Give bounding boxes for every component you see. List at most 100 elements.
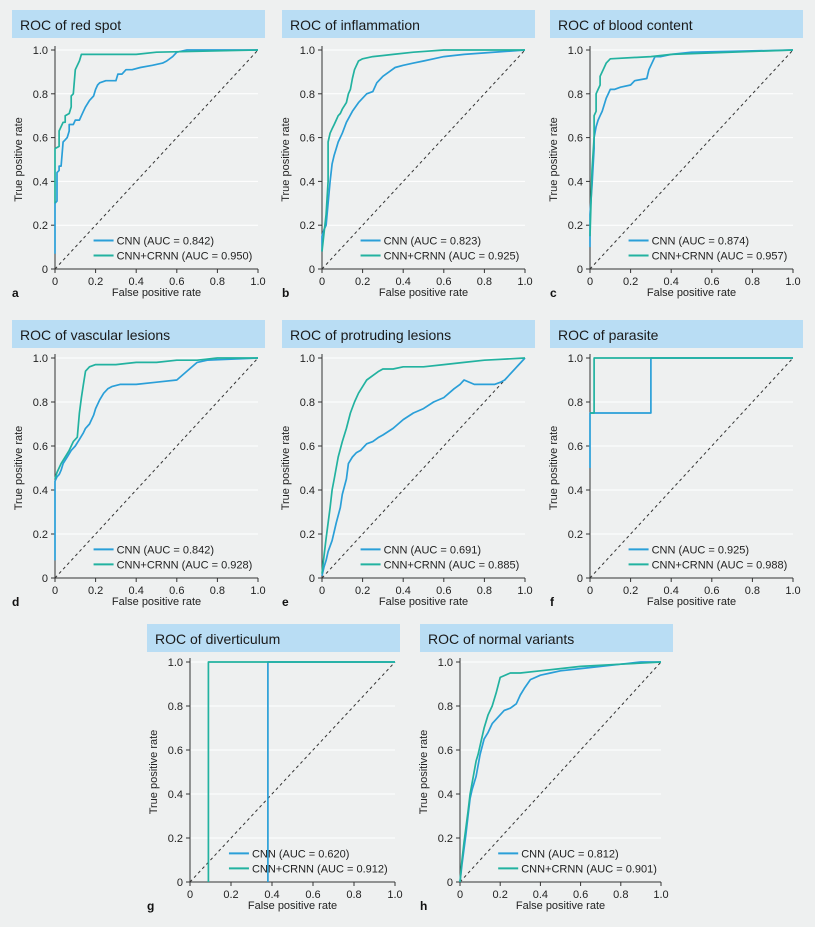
chart-a-y-tick-label: 0.8 xyxy=(33,89,48,101)
chart-f-x-tick-label: 1.0 xyxy=(785,585,800,597)
chart-f-x-tick-label: 0.2 xyxy=(623,585,638,597)
chart-f-x-tick-label: 0.4 xyxy=(664,585,679,597)
chart-f-x-tick-label: 0.8 xyxy=(745,585,760,597)
chart-g-x-tick-label: 0.8 xyxy=(346,889,361,901)
chart-g-x-tick-label: 0 xyxy=(187,889,193,901)
chart-a-cnn-curve xyxy=(54,49,258,254)
chart-f-title: ROC of parasite xyxy=(558,327,659,343)
chart-h-title: ROC of normal variants xyxy=(428,631,574,647)
chart-e-x-tick-label: 0.4 xyxy=(396,585,411,597)
chart-a-y-tick-label: 0.2 xyxy=(33,220,48,232)
chart-b-y-tick-label: 0.2 xyxy=(300,220,315,232)
chart-a-y-tick-label: 0.4 xyxy=(33,176,48,188)
chart-c-y-tick-label: 0.6 xyxy=(568,133,583,145)
chart-c-y-tick-label: 0.2 xyxy=(568,220,583,232)
chart-b-panel-letter: b xyxy=(282,286,289,300)
chart-c-x-tick-label: 0.4 xyxy=(664,276,679,288)
chart-a-x-tick-label: 0.8 xyxy=(210,276,225,288)
chart-e-panel-letter: e xyxy=(282,595,289,609)
chart-h-x-tick-label: 0 xyxy=(457,889,463,901)
chart-c-x-tick-label: 0.8 xyxy=(745,276,760,288)
chart-b-x-tick-label: 0.8 xyxy=(477,276,492,288)
chart-g-crnn-curve xyxy=(207,661,395,882)
chart-e-legend-label-crnn: CNN+CRNN (AUC = 0.885) xyxy=(384,559,520,571)
chart-g-y-tick-label: 1.0 xyxy=(168,657,183,669)
chart-h-title-band xyxy=(420,624,673,652)
chart-c-x-tick-label: 0.2 xyxy=(623,276,638,288)
chart-d-crnn-curve xyxy=(54,357,258,480)
chart-e-y-tick-label: 0.6 xyxy=(300,441,315,453)
chart-f-cnn-curve xyxy=(589,357,793,468)
chart-f-x-tick-label: 0.6 xyxy=(704,585,719,597)
chart-g-chance-diagonal xyxy=(189,661,396,883)
chart-e-y-tick-label: 0.4 xyxy=(300,485,315,497)
chart-a-x-tick-label: 1.0 xyxy=(250,276,265,288)
chart-a-title-band xyxy=(12,10,265,38)
chart-f-y-tick-label: 0.4 xyxy=(568,485,583,497)
chart-f-title-band xyxy=(550,320,803,348)
chart-e-y-tick-label: 0.2 xyxy=(300,529,315,541)
chart-c-x-axis-label: False positive rate xyxy=(647,287,736,299)
chart-h-x-axis-label: False positive rate xyxy=(516,900,605,912)
chart-h-crnn-curve xyxy=(459,661,662,883)
chart-d-x-tick-label: 0.2 xyxy=(88,585,103,597)
chart-d-x-axis-label: False positive rate xyxy=(112,596,201,608)
chart-c-y-tick-label: 0.4 xyxy=(568,176,583,188)
chart-c-y-axis-label: True positive rate xyxy=(548,117,560,202)
chart-b-x-tick-label: 0 xyxy=(319,276,325,288)
chart-a-y-axis-label: True positive rate xyxy=(13,117,25,202)
chart-a-x-tick-label: 0.4 xyxy=(129,276,144,288)
chart-a-legend-label-cnn: CNN (AUC = 0.842) xyxy=(117,236,215,248)
chart-b-x-tick-label: 0.4 xyxy=(396,276,411,288)
chart-f-y-axis-label: True positive rate xyxy=(548,426,560,511)
chart-g-title: ROC of diverticulum xyxy=(155,631,280,647)
chart-f-x-tick-label: 0 xyxy=(587,585,593,597)
chart-e-x-tick-label: 1.0 xyxy=(517,585,532,597)
chart-c-y-tick-label: 0.8 xyxy=(568,89,583,101)
chart-d-x-tick-label: 0 xyxy=(52,585,58,597)
chart-f-y-tick-label: 0.6 xyxy=(568,441,583,453)
chart-b-title-band xyxy=(282,10,535,38)
chart-c-crnn-curve xyxy=(589,49,794,237)
chart-b-y-tick-label: 1.0 xyxy=(300,45,315,57)
chart-b-title: ROC of inflammation xyxy=(290,17,420,33)
chart-b-y-tick-label: 0.6 xyxy=(300,133,315,145)
chart-h-y-tick-label: 0 xyxy=(447,877,453,889)
chart-g-y-tick-label: 0.4 xyxy=(168,789,183,801)
chart-h-x-tick-label: 1.0 xyxy=(653,889,668,901)
chart-f-panel-letter: f xyxy=(550,595,555,609)
chart-d-cnn-curve xyxy=(54,357,259,561)
chart-b-legend-label-cnn: CNN (AUC = 0.823) xyxy=(384,236,482,248)
chart-g-y-tick-label: 0.8 xyxy=(168,701,183,713)
chart-d-y-tick-label: 0.2 xyxy=(33,529,48,541)
chart-g-panel-letter: g xyxy=(147,899,154,913)
chart-h-y-tick-label: 0.8 xyxy=(438,701,453,713)
chart-h-x-tick-label: 0.6 xyxy=(573,889,588,901)
chart-h-y-tick-label: 0.6 xyxy=(438,745,453,757)
chart-b-x-tick-label: 1.0 xyxy=(517,276,532,288)
chart-a-x-tick-label: 0.6 xyxy=(169,276,184,288)
chart-d-y-tick-label: 0.6 xyxy=(33,441,48,453)
chart-f-chance-diagonal xyxy=(589,357,794,579)
chart-b-y-tick-label: 0.8 xyxy=(300,89,315,101)
chart-h-legend-label-cnn: CNN (AUC = 0.812) xyxy=(521,848,619,860)
chart-e-chance-diagonal xyxy=(321,357,526,579)
chart-g-legend-label-cnn: CNN (AUC = 0.620) xyxy=(252,848,350,860)
chart-f-y-tick-label: 0.2 xyxy=(568,529,583,541)
chart-b-crnn-curve xyxy=(321,49,525,252)
chart-c-chance-diagonal xyxy=(589,49,794,270)
chart-a-y-tick-label: 0 xyxy=(42,264,48,276)
chart-a-y-tick-label: 0.6 xyxy=(33,133,48,145)
chart-c-legend-label-crnn: CNN+CRNN (AUC = 0.957) xyxy=(652,251,788,263)
chart-h-x-tick-label: 0.4 xyxy=(533,889,548,901)
chart-f-y-tick-label: 1.0 xyxy=(568,353,583,365)
chart-h-x-tick-label: 0.2 xyxy=(493,889,508,901)
chart-a-x-axis-label: False positive rate xyxy=(112,287,201,299)
chart-d-chance-diagonal xyxy=(54,357,259,579)
chart-d-x-tick-label: 1.0 xyxy=(250,585,265,597)
chart-d-y-tick-label: 0.4 xyxy=(33,485,48,497)
chart-e-title: ROC of protruding lesions xyxy=(290,327,451,343)
chart-d-title-band xyxy=(12,320,265,348)
chart-b-chance-diagonal xyxy=(321,49,526,270)
chart-e-x-tick-label: 0.8 xyxy=(477,585,492,597)
